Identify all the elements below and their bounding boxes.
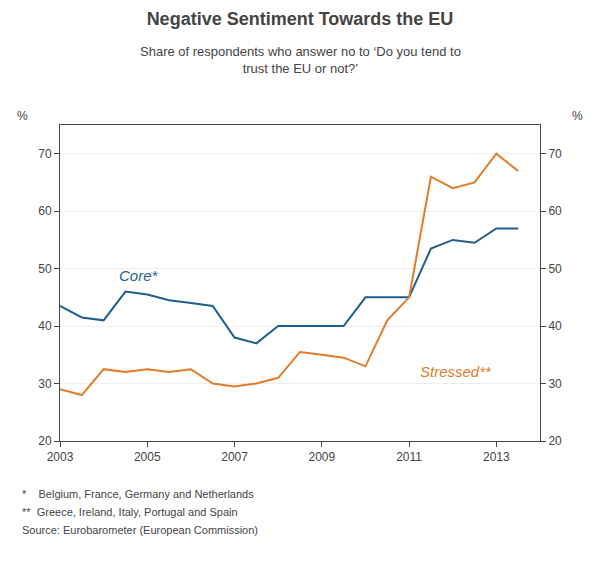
svg-text:Core*: Core* [119,267,159,284]
svg-text:20: 20 [38,434,52,448]
svg-text:40: 40 [38,319,52,333]
svg-text:* Belgium, France, Germany: * Belgium, France, Germany and Netherlan… [22,488,254,500]
svg-text:2011: 2011 [396,450,422,464]
svg-text:2003: 2003 [47,450,74,464]
svg-text:%: % [17,109,28,123]
svg-text:30: 30 [548,377,562,391]
svg-text:50: 50 [548,262,562,276]
svg-text:70: 70 [38,147,52,161]
svg-text:30: 30 [38,377,52,391]
svg-text:20: 20 [548,434,562,448]
svg-text:40: 40 [548,319,562,333]
svg-text:2005: 2005 [134,450,161,464]
svg-text:Source: Eurobarometer (Europea: Source: Eurobarometer (European Commissi… [22,524,258,536]
svg-text:70: 70 [548,147,562,161]
svg-text:50: 50 [38,262,52,276]
svg-text:Stressed**: Stressed** [420,363,492,380]
svg-text:2007: 2007 [221,450,248,464]
svg-text:60: 60 [38,204,52,218]
svg-text:** Greece, Ireland, Italy, Po: ** Greece, Ireland, Italy, Portugal and … [22,506,238,518]
svg-text:Share of respondents who answe: Share of respondents who answer no to ‘D… [140,44,461,76]
svg-text:2013: 2013 [483,450,510,464]
svg-text:%: % [572,109,583,123]
svg-text:60: 60 [548,204,562,218]
svg-text:Negative Sentiment Towards the: Negative Sentiment Towards the EU [147,9,454,29]
svg-text:2009: 2009 [308,450,335,464]
